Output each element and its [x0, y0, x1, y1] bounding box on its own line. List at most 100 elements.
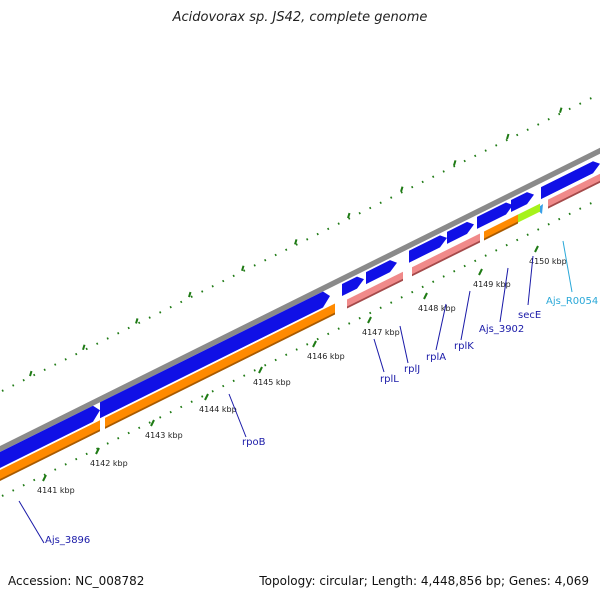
ref-dot — [495, 144, 498, 147]
tick-dot — [148, 421, 151, 424]
ref-dot — [505, 138, 508, 142]
ref-dash — [559, 107, 563, 113]
gene-leader-1 — [228, 393, 247, 438]
tick-dot — [463, 264, 466, 268]
ref-dash — [400, 186, 404, 192]
tick-dot — [106, 442, 109, 445]
tick-dot — [285, 353, 288, 357]
genome-summary: Topology: circular; Length: 4,448,856 bp… — [259, 574, 589, 588]
tick-dot — [33, 478, 36, 482]
ref-dot — [117, 332, 120, 335]
tick-dot — [274, 358, 277, 362]
tick-dot — [138, 426, 141, 430]
tick-dot — [85, 452, 88, 456]
ref-dot — [148, 316, 151, 319]
ref-dot — [64, 358, 67, 361]
tick-dot — [180, 405, 183, 409]
ref-dot — [474, 154, 477, 158]
gene-band-rpla-edge — [412, 240, 480, 277]
scale-label-9: 4150 kbp — [529, 257, 567, 266]
ref-dash — [82, 344, 86, 351]
tick-dot — [579, 207, 582, 210]
gene-leader-7 — [527, 255, 534, 306]
ref-dot — [180, 300, 183, 304]
scale-tick-7 — [423, 292, 428, 300]
ref-dot — [243, 269, 246, 272]
scale-label-8: 4149 kbp — [473, 280, 511, 289]
ref-dot — [54, 363, 57, 366]
gene-band-1 — [0, 420, 100, 480]
tick-dot — [232, 379, 235, 383]
ref-dot — [589, 97, 592, 100]
tick-dot — [159, 416, 162, 419]
tick-dot — [54, 468, 57, 471]
scale-label-2: 4143 kbp — [145, 431, 183, 440]
scale-tick-9 — [534, 245, 539, 253]
ref-dot — [390, 196, 393, 199]
tick-dot — [453, 270, 456, 273]
ref-dot — [201, 290, 204, 293]
ref-dot — [432, 175, 435, 178]
ref-dot — [558, 112, 561, 116]
ref-dash — [347, 212, 351, 219]
ref-dot — [33, 373, 36, 377]
tick-dot — [253, 369, 256, 372]
gene-label-2: rplL — [380, 374, 399, 385]
ref-dot — [327, 227, 330, 231]
ref-dot — [285, 248, 288, 252]
ref-dot — [337, 222, 340, 225]
ref-dot — [43, 368, 46, 372]
ref-dot — [442, 170, 445, 173]
ref-dot — [138, 321, 141, 325]
scale-tick-8 — [478, 268, 483, 276]
tick-dot — [558, 217, 561, 221]
ref-dot — [127, 326, 130, 330]
tick-dot — [12, 489, 15, 492]
gene-label-3: rplJ — [404, 364, 420, 375]
ref-dot — [411, 185, 414, 189]
tick-dot — [117, 437, 120, 440]
tick-dot — [442, 275, 445, 278]
tick-dot — [400, 296, 403, 299]
ref-dot — [96, 342, 99, 345]
tick-dot — [369, 311, 372, 315]
gene-leader-0 — [18, 500, 45, 544]
ref-dot — [568, 107, 571, 111]
scale-label-3: 4144 kbp — [199, 405, 237, 414]
scale-label-7: 4148 kbp — [418, 304, 456, 313]
tick-dot — [327, 332, 330, 336]
tick-dot — [568, 212, 571, 216]
gene-label-0: Ajs_3896 — [45, 535, 90, 546]
gene-band-rpla — [412, 233, 480, 276]
scale-label-6: 4147 kbp — [362, 328, 400, 337]
tick-dot — [169, 410, 172, 414]
ref-dot — [75, 352, 78, 356]
ref-dot — [526, 128, 529, 131]
ref-dot — [190, 295, 193, 298]
ref-dash — [241, 265, 245, 272]
ref-dot — [1, 389, 4, 392]
gene-leader-8 — [562, 240, 573, 293]
scale-label-4: 4145 kbp — [253, 378, 291, 387]
tick-dot — [390, 301, 393, 304]
map-title: Acidovorax sp. JS42, complete genome — [172, 10, 428, 25]
ref-dot — [253, 264, 256, 267]
gene-label-6: Ajs_3902 — [479, 324, 524, 335]
gene-band-rplj — [372, 271, 403, 296]
tick-dot — [495, 249, 498, 252]
scale-tick-2 — [150, 419, 155, 427]
ref-dot — [453, 165, 456, 168]
gene-band-rpll-edge — [347, 294, 372, 309]
gene-label-7: secE — [518, 310, 541, 321]
ref-dot — [516, 133, 519, 137]
gene-leader-5 — [460, 290, 471, 341]
ref-dot — [316, 232, 319, 236]
gene-label-5: rplK — [454, 341, 474, 352]
ref-dot — [537, 123, 540, 126]
tick-dot — [264, 363, 267, 367]
tick-dot — [75, 457, 78, 461]
gene-band-rplj-edge — [372, 278, 403, 297]
ref-dot — [547, 118, 550, 121]
scale-tick-1 — [95, 447, 100, 455]
cds-feature-rplk — [447, 221, 474, 244]
